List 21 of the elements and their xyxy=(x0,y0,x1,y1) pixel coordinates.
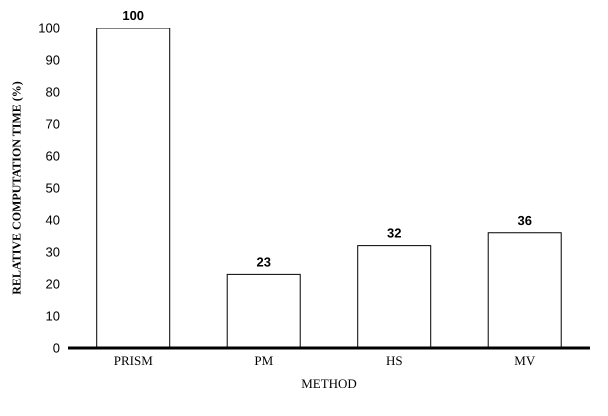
x-tick-label: PRISM xyxy=(114,353,154,368)
y-tick-label: 50 xyxy=(46,180,60,196)
y-tick-label: 100 xyxy=(38,20,60,36)
y-tick-label: 90 xyxy=(46,52,60,68)
y-tick-label: 0 xyxy=(52,340,60,356)
x-tick-label: HS xyxy=(386,353,403,368)
x-tick-label: PM xyxy=(254,353,274,368)
data-label: 32 xyxy=(386,226,402,241)
x-axis-title: METHOD xyxy=(301,376,357,391)
y-axis-title: RELATIVE COMPUTATION TIME (%) xyxy=(9,81,24,295)
x-tick-label: MV xyxy=(514,353,536,368)
y-tick-label: 80 xyxy=(46,84,60,100)
y-tick-label: 20 xyxy=(46,276,60,292)
y-tick-label: 70 xyxy=(46,116,60,132)
y-tick-label: 30 xyxy=(46,244,60,260)
data-label: 36 xyxy=(517,212,532,228)
y-tick-label: 40 xyxy=(46,212,60,228)
data-label: 100 xyxy=(122,8,144,23)
y-tick-label: 60 xyxy=(46,148,60,164)
data-label: 23 xyxy=(256,254,271,270)
y-tick-label: 10 xyxy=(46,308,60,324)
